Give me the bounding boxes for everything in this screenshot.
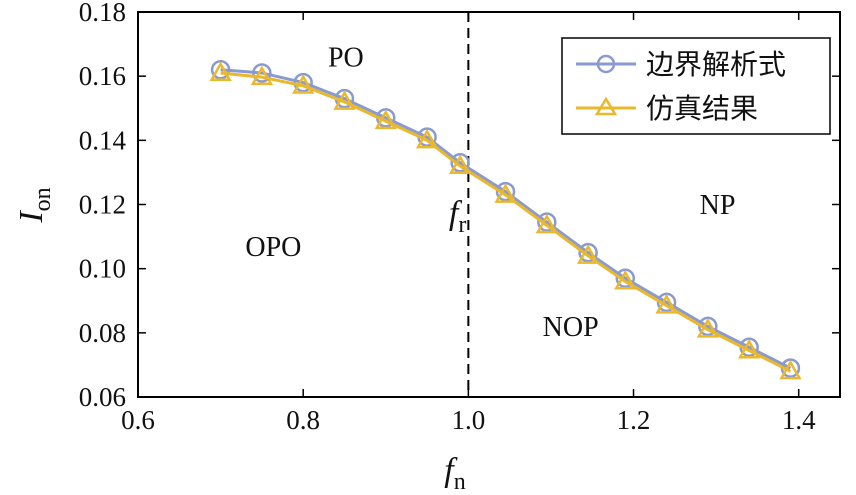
series-1-point-0: [209, 61, 232, 81]
series-0-point-11: [656, 292, 677, 313]
vline-label-sub: r: [458, 212, 466, 238]
series-1-point-3: [333, 90, 356, 110]
series-0-point-6: [450, 153, 470, 173]
series-1-point-9: [576, 244, 600, 264]
vline-label: fr: [449, 195, 466, 238]
series-1-point-2: [292, 74, 315, 94]
series-1-point-4: [374, 109, 397, 130]
x-tick-label-1: 0.8: [286, 405, 320, 435]
series-1-point-10: [614, 269, 637, 290]
vline-layer: fr: [449, 12, 470, 397]
series-0-point-8: [537, 212, 557, 232]
legend-label-analytic: 边界解析式: [646, 48, 786, 81]
series-0-point-7: [495, 181, 516, 202]
x-tick-label-4: 1.4: [782, 405, 816, 435]
series-1-point-8: [535, 213, 558, 234]
region-label-np: NP: [700, 190, 736, 221]
y-axis-label: Ion: [13, 187, 56, 223]
legend-label-simulation: 仿真结果: [646, 92, 758, 125]
y-axis-label-sub: on: [30, 187, 56, 211]
series-1-point-6: [448, 154, 472, 174]
series-0-point-9: [578, 242, 598, 263]
legend: 边界解析式 仿真结果: [561, 37, 831, 135]
series-line-0: [220, 68, 792, 370]
x-tick-label-0: 0.6: [121, 405, 155, 435]
legend-box: [561, 37, 831, 135]
y-tick-label-5: 0.16: [79, 61, 126, 91]
x-axis-label: fn: [444, 452, 465, 495]
series-line-1: [220, 71, 792, 373]
x-tick-label-2: 1.0: [451, 405, 485, 435]
series-1-point-14: [779, 359, 802, 380]
y-tick-label-1: 0.08: [79, 318, 126, 348]
region-label-po: PO: [328, 43, 364, 74]
annotation-layer: PO OPO NOP NP: [245, 43, 736, 343]
series-1-point-7: [494, 183, 517, 203]
x-axis-label-sub: n: [454, 469, 466, 495]
x-tick-label-3: 1.2: [617, 405, 651, 435]
series-1-point-12: [696, 318, 720, 338]
series-1-point-5: [415, 128, 439, 149]
y-tick-label-3: 0.12: [79, 190, 126, 220]
y-tick-label-6: 0.18: [79, 0, 126, 27]
series-1-point-13: [737, 338, 761, 359]
y-axis-label-main: I: [13, 210, 50, 224]
series-1-point-1: [250, 65, 274, 86]
region-label-opo: OPO: [245, 232, 301, 263]
series-0-point-10: [615, 268, 636, 289]
series-0-point-12: [698, 316, 718, 337]
y-tick-label-2: 0.10: [79, 254, 126, 284]
series-0-point-1: [252, 63, 272, 83]
y-tick-label-0: 0.06: [79, 382, 126, 412]
legend-marker-simulation: [594, 96, 618, 116]
series-1-point-11: [655, 294, 678, 314]
legend-marker-analytic: [596, 54, 616, 74]
series-0-point-0: [210, 60, 231, 80]
region-label-nop: NOP: [543, 312, 599, 343]
y-tick-label-4: 0.14: [79, 125, 127, 155]
ticks: 0.6 0.8 1.0 1.2 1.4 0.06 0.08 0.10 0.12 0.14 0.16 0…: [79, 0, 840, 435]
series-layer: [209, 60, 802, 380]
